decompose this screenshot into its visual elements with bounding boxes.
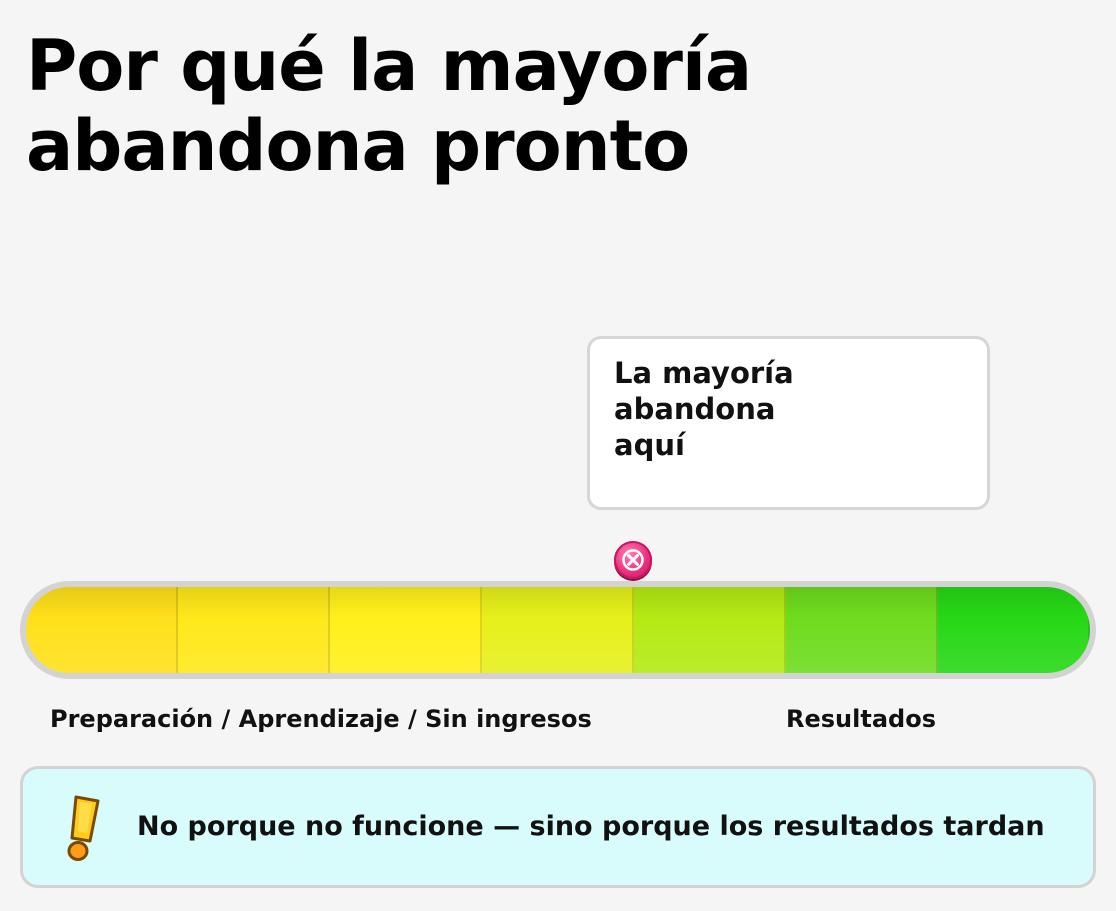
progress-track [20, 581, 1096, 679]
note-box [20, 766, 1096, 888]
progress-segment-5 [634, 587, 786, 673]
progress-segment-3 [330, 587, 482, 673]
page-title: Por qué la mayoría abandona pronto [26, 25, 752, 187]
progress-segment-1 [26, 587, 178, 673]
x-circle-icon [614, 541, 652, 579]
label-preparation: Preparación / Aprendizaje / Sin ingresos [50, 705, 592, 733]
progress-segment-6 [786, 587, 938, 673]
title-line-2: abandona pronto [26, 105, 690, 187]
callout-text: La mayoría abandona aquí [614, 355, 963, 463]
note-text: No porque no funcione — sino porque los … [137, 811, 1045, 842]
progress-fill [26, 587, 1090, 673]
drop-off-callout: La mayoría abandona aquí [587, 336, 990, 510]
title-line-1: Por qué la mayoría [26, 25, 752, 107]
progress-segment-2 [178, 587, 330, 673]
label-results: Resultados [786, 705, 936, 733]
callout-line-2: aquí [614, 428, 685, 462]
progress-segment-7 [938, 587, 1090, 673]
progress-segment-4 [482, 587, 634, 673]
exclamation-icon [67, 795, 100, 861]
callout-line-1: La mayoría abandona [614, 356, 794, 426]
